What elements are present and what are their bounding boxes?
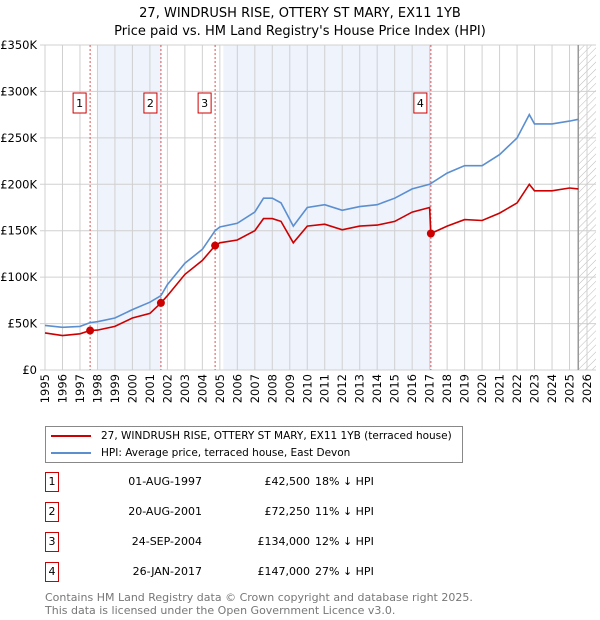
sale-row: 4 26-JAN-2017 £147,000 27% ↓ HPI [45,562,445,582]
legend-label: 27, WINDRUSH RISE, OTTERY ST MARY, EX11 … [101,430,452,442]
sale-price: £42,500 [264,475,311,488]
x-tick-label: 2018 [440,374,454,403]
sale-price: £134,000 [257,535,311,548]
sale-row: 1 01-AUG-1997 £42,500 18% ↓ HPI [45,472,445,492]
sale-price: £72,250 [264,505,311,518]
sale-point [156,298,165,307]
x-tick-label: 2016 [405,374,419,403]
x-tick-label: 2000 [125,374,139,403]
x-tick-label: 2012 [335,374,349,403]
sale-hpi-diff: 12% ↓ HPI [315,535,374,548]
sale-number: 2 [45,502,59,522]
sale-date: 26-JAN-2017 [132,565,202,578]
y-tick-label: £0 [22,363,37,377]
series-line-hpi [44,112,579,329]
y-tick-label: £350K [0,38,37,52]
sale-hpi-diff: 11% ↓ HPI [315,505,374,518]
series-line-property [44,182,579,337]
sale-point [86,326,95,335]
x-tick-label: 2009 [283,374,297,403]
sale-number: 4 [45,562,59,582]
sale-label: 2 [147,97,154,110]
sale-date: 20-AUG-2001 [128,505,202,518]
legend-item-hpi: HPI: Average price, terraced house, East… [51,445,350,461]
chart-subtitle: Price paid vs. HM Land Registry's House … [114,24,486,39]
legend-swatch-blue [51,452,91,454]
x-tick-label: 2002 [160,374,174,403]
sale-label-box [197,92,212,114]
footer-line: This data is licensed under the Open Gov… [45,604,396,617]
sale-date: 01-AUG-1997 [128,475,202,488]
sale-label-box [72,92,87,114]
x-tick-label: 2007 [248,374,262,403]
y-tick-label: £150K [0,224,37,238]
sale-point [211,241,220,250]
sale-hpi-diff: 27% ↓ HPI [315,565,374,578]
sale-hpi-diff: 18% ↓ HPI [315,475,374,488]
x-tick-label: 2025 [563,374,577,403]
sale-label-box [413,92,428,114]
sale-label: 4 [417,97,424,110]
sale-date: 24-SEP-2004 [131,535,202,548]
x-tick-label: 1997 [73,374,87,403]
x-tick-label: 1995 [38,374,52,403]
x-tick-label: 2023 [528,374,542,403]
x-tick-label: 2026 [580,374,594,403]
legend-swatch-red [51,435,91,437]
x-tick-label: 2004 [195,374,209,403]
legend-item-property: 27, WINDRUSH RISE, OTTERY ST MARY, EX11 … [51,428,452,444]
y-tick-label: £100K [0,270,37,284]
sale-row: 2 20-AUG-2001 £72,250 11% ↓ HPI [45,502,445,522]
footer-line: Contains HM Land Registry data © Crown c… [45,591,473,604]
x-tick-label: 2010 [300,374,314,403]
sale-price: £147,000 [257,565,311,578]
legend: 27, WINDRUSH RISE, OTTERY ST MARY, EX11 … [45,426,463,463]
x-tick-label: 2019 [458,374,472,403]
x-tick-label: 2013 [353,374,367,403]
y-tick-label: £200K [0,177,37,191]
sale-row: 3 24-SEP-2004 £134,000 12% ↓ HPI [45,532,445,552]
footer: Contains HM Land Registry data © Crown c… [45,591,473,617]
y-tick-label: £250K [0,131,37,145]
price-chart: 1995 1996 1997 1998 1999 2000 2001 2002 2003 2004… [0,38,596,403]
sale-label: 1 [76,97,83,110]
x-tick-label: 2001 [143,374,157,403]
x-tick-label: 2005 [213,374,227,403]
y-tick-label: £50K [8,317,38,331]
x-tick-label: 1996 [55,374,69,403]
sale-number: 3 [45,532,59,552]
x-tick-label: 2017 [423,374,437,403]
legend-label: HPI: Average price, terraced house, East… [101,447,351,459]
x-tick-label: 2003 [178,374,192,403]
sale-point [426,229,435,238]
sale-label-box [143,92,158,114]
sale-number: 1 [45,472,59,492]
x-tick-label: 2022 [510,374,524,403]
chart-title: 27, WINDRUSH RISE, OTTERY ST MARY, EX11 … [139,6,461,21]
x-tick-label: 2021 [493,374,507,403]
sale-label: 3 [201,97,208,110]
x-tick-label: 2006 [230,374,244,403]
x-tick-label: 2024 [545,374,559,403]
x-tick-label: 1998 [90,374,104,403]
x-tick-label: 2008 [265,374,279,403]
x-tick-label: 2011 [318,374,332,403]
y-tick-label: £300K [0,84,37,98]
x-tick-label: 1999 [108,374,122,403]
x-tick-label: 2015 [388,374,402,403]
x-tick-label: 2020 [475,374,489,403]
x-tick-label: 2014 [370,374,384,403]
